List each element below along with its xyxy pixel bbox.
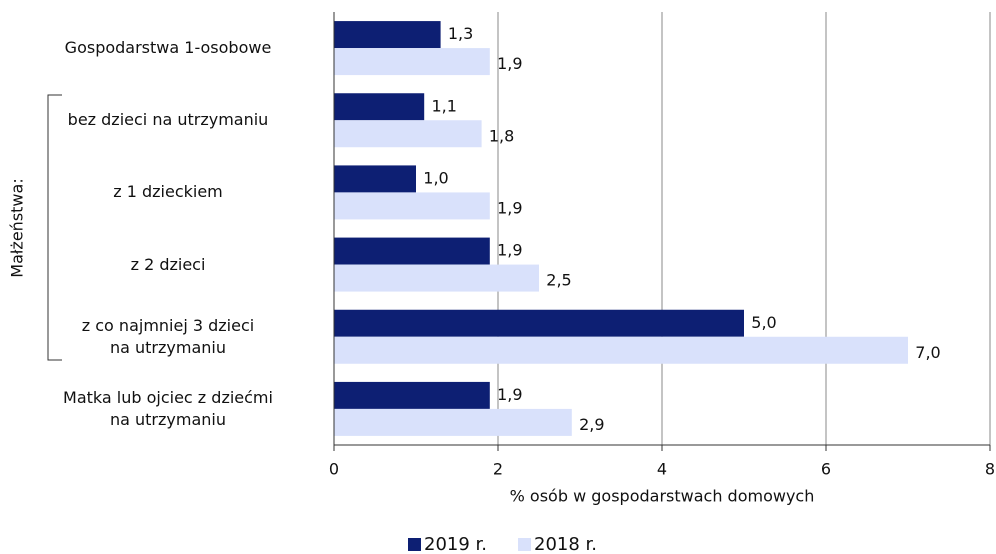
data-label: 1,8 (489, 126, 514, 145)
data-label: 2,5 (546, 271, 571, 290)
legend-swatch (408, 538, 421, 551)
legend-label: 2018 r. (534, 534, 597, 554)
x-tick-label: 2 (493, 460, 503, 479)
group-label: Małżeństwa: (8, 178, 27, 277)
x-tick-label: 4 (657, 460, 667, 479)
data-label: 1,3 (448, 24, 473, 43)
data-label: 7,0 (915, 343, 940, 362)
legend-swatch (518, 538, 531, 551)
y-tick-label: z 1 dzieckiem (113, 182, 223, 202)
bar (334, 21, 441, 49)
y-tick-label: bez dzieci na utrzymaniu (67, 110, 269, 130)
bar (334, 309, 744, 337)
bar (334, 120, 482, 148)
bar (334, 336, 908, 364)
data-label: 1,1 (431, 96, 456, 115)
data-label: 1,9 (497, 385, 522, 404)
x-tick-label: 6 (821, 460, 831, 479)
data-label: 1,0 (423, 168, 448, 187)
data-label: 1,9 (497, 54, 522, 73)
x-tick-label: 0 (329, 460, 339, 479)
bar (334, 408, 572, 436)
bar (334, 381, 490, 409)
data-label: 1,9 (497, 198, 522, 217)
y-tick-label: Gospodarstwa 1-osobowe (64, 38, 272, 58)
bar (334, 165, 416, 193)
bar (334, 264, 539, 292)
legend-label: 2019 r. (424, 534, 487, 554)
bar (334, 237, 490, 265)
bar (334, 48, 490, 76)
y-tick-label: z co najmniej 3 dzieci na utrzymaniu (81, 315, 255, 357)
data-label: 5,0 (751, 313, 776, 332)
y-tick-label: z 2 dzieci (130, 254, 206, 274)
bar (334, 93, 425, 121)
data-label: 2,9 (579, 415, 604, 434)
bar (334, 192, 490, 220)
group-bracket (47, 94, 62, 361)
y-tick-label: Matka lub ojciec z dziećmi na utrzymaniu (63, 387, 273, 429)
data-label: 1,9 (497, 241, 522, 260)
x-tick-label: 8 (985, 460, 995, 479)
x-axis-title: % osób w gospodarstwach domowych (510, 487, 815, 506)
